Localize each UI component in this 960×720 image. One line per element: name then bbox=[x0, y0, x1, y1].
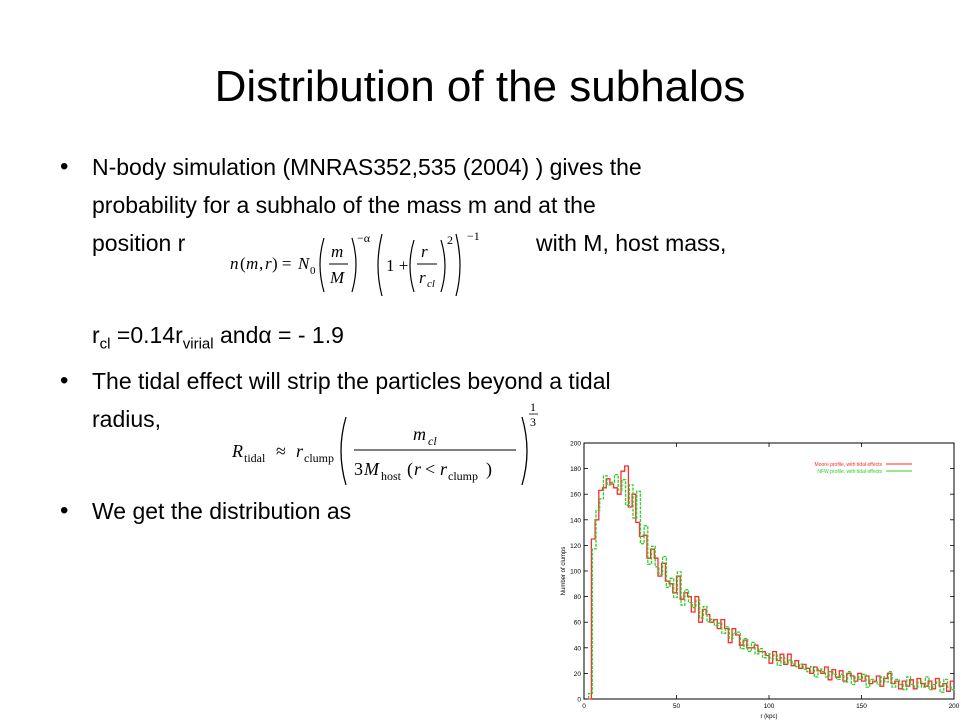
svg-text:cl: cl bbox=[427, 278, 435, 290]
y-tick-label: 100 bbox=[570, 569, 581, 576]
x-axis-label: r (kpc) bbox=[761, 714, 778, 720]
svg-text:r: r bbox=[414, 459, 422, 479]
bullet-3-text: We get the distribution as bbox=[92, 498, 352, 524]
svg-text:m: m bbox=[246, 254, 258, 273]
bullet-1-line-2: probability for a subhalo of the mass m … bbox=[92, 192, 596, 218]
x-tick-label: 0 bbox=[582, 703, 586, 710]
parameter-line: rcl =0.14rvirial andα = - 1.9 bbox=[92, 322, 344, 353]
bullet-1-line-3-end: with M, host mass, bbox=[536, 230, 727, 256]
svg-text:3: 3 bbox=[530, 415, 536, 429]
svg-text:M: M bbox=[329, 268, 345, 287]
bullet-1-line-1: N-body simulation (MNRAS352,535 (2004) )… bbox=[92, 154, 642, 180]
series-1-line bbox=[587, 465, 954, 700]
svg-text:): ) bbox=[486, 459, 492, 480]
bullet-dot: • bbox=[60, 153, 69, 180]
y-tick-label: 180 bbox=[570, 466, 581, 473]
svg-text:clump: clump bbox=[304, 451, 334, 465]
param-mid: =0.14r bbox=[110, 322, 183, 348]
svg-text:tidal: tidal bbox=[244, 451, 266, 465]
svg-text:M: M bbox=[363, 459, 380, 479]
bullet-dot: • bbox=[60, 497, 69, 524]
svg-text:R: R bbox=[231, 441, 243, 461]
svg-text:m: m bbox=[331, 242, 343, 261]
svg-text:r: r bbox=[296, 441, 304, 461]
svg-text:r: r bbox=[419, 268, 426, 287]
svg-text:r: r bbox=[265, 254, 272, 273]
formula-tidal-radius: R tidal ≈ r clump m cl 3 M host ( r < r … bbox=[231, 400, 538, 486]
legend-label-2: NFW profile, with tidal effects bbox=[817, 469, 882, 475]
y-tick-label: 200 bbox=[570, 441, 581, 448]
svg-text:<: < bbox=[425, 459, 435, 479]
virial-subscript: virial bbox=[182, 335, 214, 353]
bullet-1-line-3: position r bbox=[92, 230, 186, 256]
svg-text:−1: −1 bbox=[467, 229, 480, 243]
x-tick-label: 100 bbox=[764, 703, 775, 710]
svg-text:N: N bbox=[297, 254, 311, 273]
y-tick-label: 120 bbox=[570, 543, 581, 550]
y-tick-label: 140 bbox=[570, 517, 581, 524]
y-axis-label: Number of clumps bbox=[561, 547, 567, 596]
r-symbol: r bbox=[92, 322, 100, 348]
svg-text:3: 3 bbox=[354, 459, 363, 479]
svg-text:(: ( bbox=[240, 254, 246, 273]
x-tick-label: 150 bbox=[856, 703, 867, 710]
svg-text:m: m bbox=[413, 424, 426, 444]
slide-title: Distribution of the subhalos bbox=[214, 62, 746, 111]
svg-text:r: r bbox=[440, 459, 448, 479]
svg-text:host: host bbox=[381, 469, 402, 483]
bullet-dot: • bbox=[60, 367, 69, 394]
subhalo-distribution-chart: 0 20 40 60 80 100 120 140 160 180 200 0 50 100 150 200 r… bbox=[561, 441, 960, 720]
y-tick-label: 40 bbox=[574, 645, 582, 652]
svg-text:1: 1 bbox=[530, 400, 536, 414]
svg-text:(: ( bbox=[407, 459, 413, 480]
legend-label-1: Moore profile, with tidal effects bbox=[815, 462, 883, 468]
svg-text:cl: cl bbox=[428, 434, 437, 448]
svg-text:≈: ≈ bbox=[276, 441, 286, 461]
cl-subscript: cl bbox=[99, 335, 111, 353]
x-tick-label: 200 bbox=[949, 703, 960, 710]
formula-number-density: n ( m , r ) = N 0 m M −α 1 + r r cl 2 −1 bbox=[230, 229, 480, 297]
svg-text:n: n bbox=[230, 254, 239, 273]
y-tick-label: 80 bbox=[574, 594, 582, 601]
series-2-line bbox=[587, 473, 955, 699]
y-tick-label: 20 bbox=[574, 671, 582, 678]
svg-text:) =: ) = bbox=[272, 254, 292, 273]
svg-text:1 +: 1 + bbox=[386, 256, 408, 275]
y-tick-label: 60 bbox=[574, 620, 582, 627]
svg-text:−α: −α bbox=[357, 231, 371, 245]
x-tick-label: 50 bbox=[673, 703, 681, 710]
bullet-2-line-2: radius, bbox=[92, 406, 162, 432]
y-tick-label: 160 bbox=[570, 492, 581, 499]
svg-text:0: 0 bbox=[310, 265, 316, 277]
svg-text:2: 2 bbox=[447, 233, 453, 247]
svg-text:r: r bbox=[421, 242, 428, 261]
param-end: andα = - 1.9 bbox=[213, 322, 344, 348]
y-tick-label: 0 bbox=[577, 697, 581, 704]
svg-text:clump: clump bbox=[448, 469, 478, 483]
bullet-2-line-1: The tidal effect will strip the particle… bbox=[92, 368, 611, 394]
svg-text:,: , bbox=[259, 254, 263, 273]
